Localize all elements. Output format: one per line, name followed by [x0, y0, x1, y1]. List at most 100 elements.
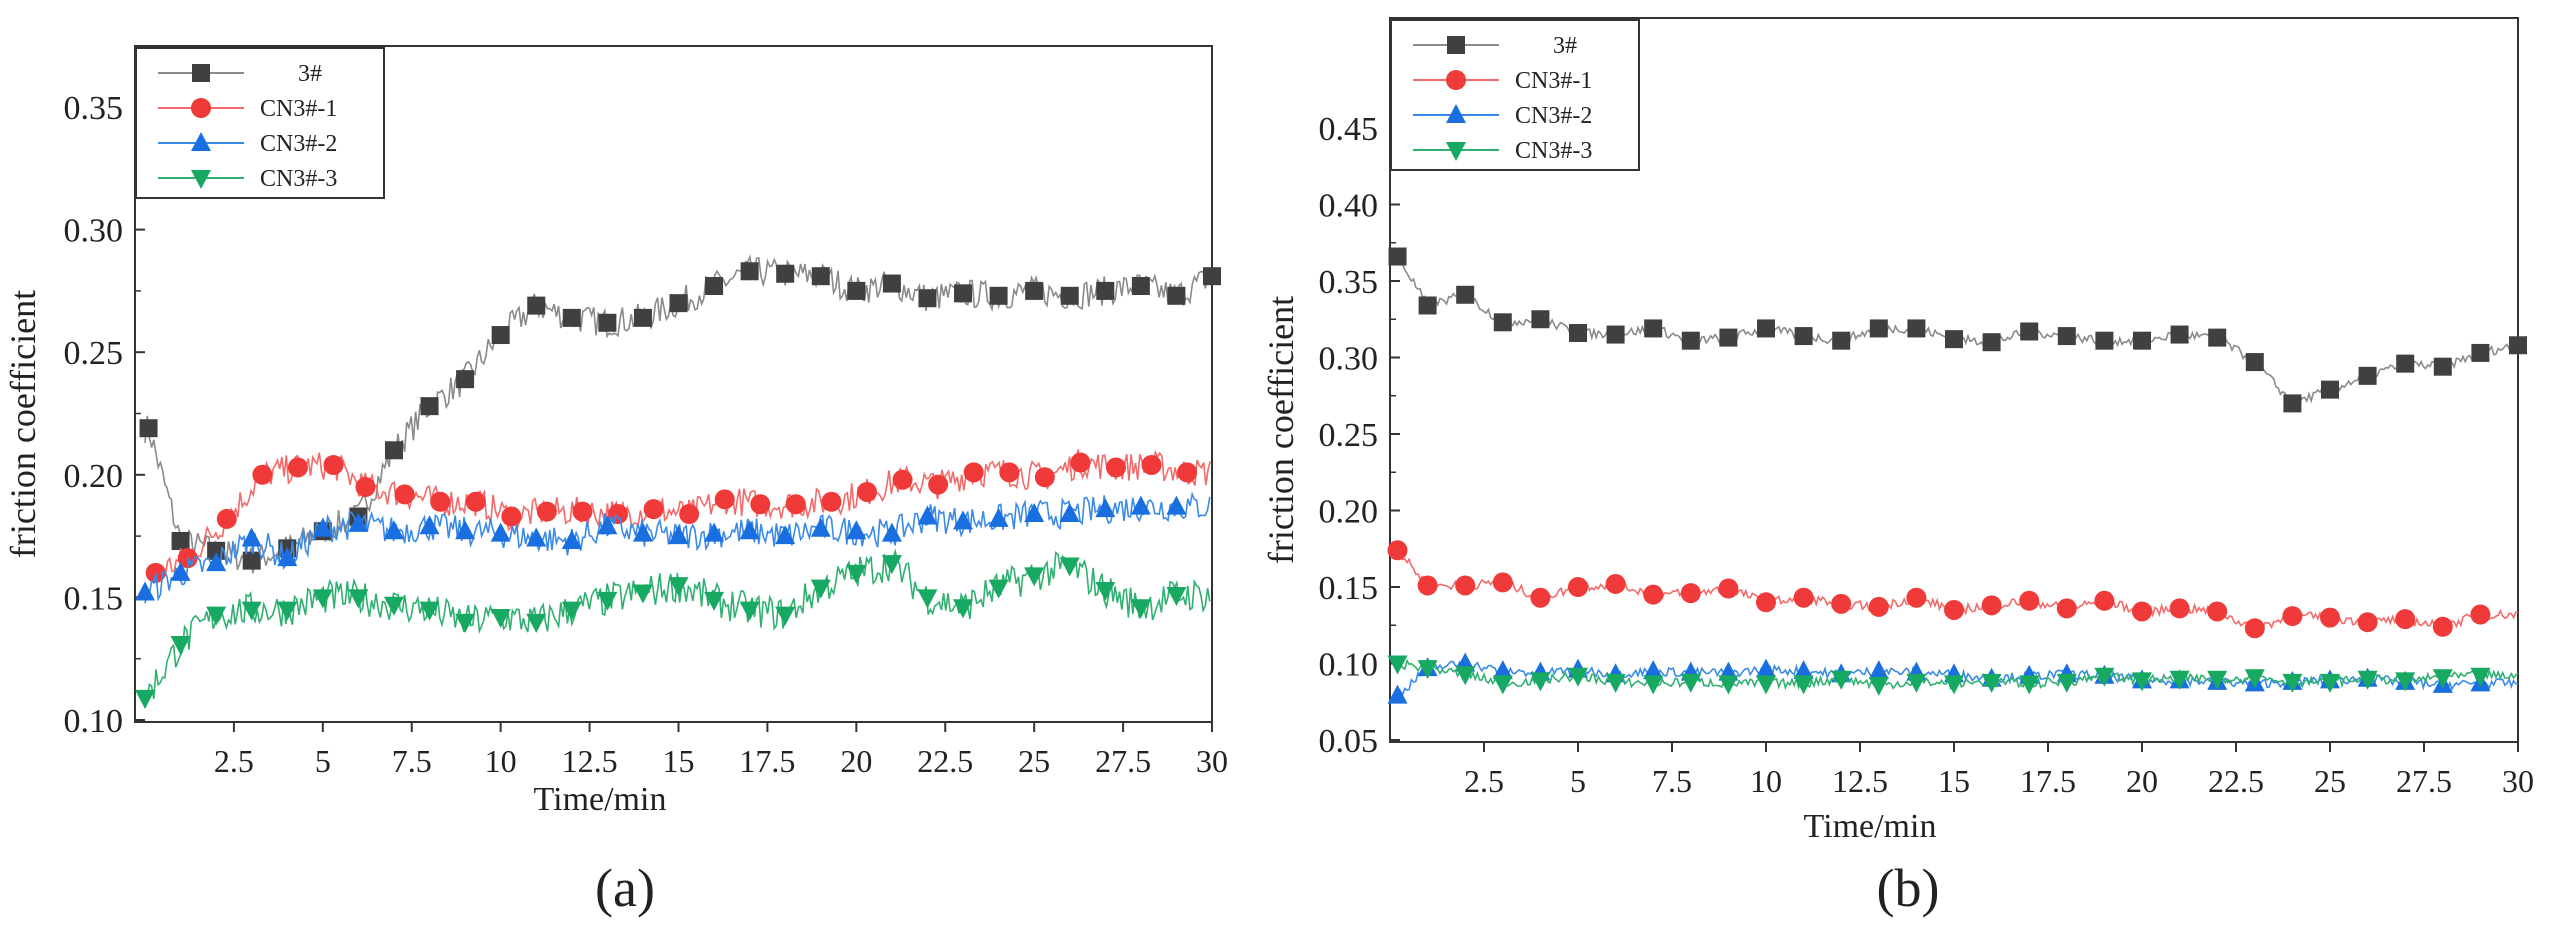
data-point-circle [572, 501, 593, 522]
x-tick-label: 22.5 [2208, 763, 2264, 799]
data-point-square [633, 308, 652, 327]
data-point-triangle-down [953, 599, 974, 619]
x-axis-label: Time/min [534, 781, 667, 818]
data-point-circle [1906, 587, 1927, 608]
x-tick-label: 20 [2126, 763, 2158, 799]
data-point-circle [1868, 596, 1889, 617]
data-point-square [882, 274, 901, 293]
data-point-triangle-up [1059, 503, 1080, 523]
data-point-circle [1831, 593, 1852, 614]
data-point-triangle-down [419, 601, 440, 621]
data-point-circle [2132, 601, 2152, 622]
legend-marker-triangle-up [1446, 104, 1466, 123]
data-point-circle [1643, 584, 1664, 605]
data-point-triangle-down [241, 601, 262, 621]
plot-frame [134, 45, 1213, 723]
data-point-triangle-up [846, 520, 867, 540]
data-point-circle [963, 462, 984, 483]
data-point-circle [750, 494, 771, 515]
data-point-triangle-down [917, 589, 938, 609]
y-tick-label: 0.10 [64, 703, 124, 740]
data-point-square [1531, 310, 1550, 329]
data-point-triangle-up [1387, 684, 1408, 704]
data-point-square [1869, 319, 1888, 338]
y-tick-label: 0.05 [1319, 723, 1379, 760]
data-point-square [139, 419, 158, 438]
data-point-triangle-down [1643, 675, 1664, 695]
legend-marker-triangle-down [191, 170, 211, 189]
data-point-triangle-down [1387, 655, 1408, 675]
legend-label: CN3#-1 [1515, 68, 1592, 94]
data-point-circle [2470, 604, 2491, 625]
data-point-triangle-down [1906, 673, 1927, 693]
data-point-square [1096, 281, 1115, 300]
data-point-square [705, 276, 724, 295]
data-point-circle [1605, 573, 1626, 594]
x-axis-label: Time/min [1804, 808, 1937, 845]
data-point-square [1418, 296, 1437, 315]
data-point-triangle-down [846, 564, 867, 584]
data-point-square [1644, 319, 1663, 338]
legend-marker-square [1447, 36, 1465, 54]
data-point-triangle-down [1568, 667, 1588, 687]
data-point-circle [643, 499, 664, 520]
data-point-triangle-down [881, 555, 902, 575]
series-cn3-2 [135, 491, 1211, 604]
data-point-square [1203, 267, 1221, 286]
data-point-square [2170, 325, 2189, 344]
data-point-triangle-up [206, 552, 227, 572]
y-tick-label: 0.45 [1319, 111, 1379, 148]
data-point-circle [1680, 583, 1701, 604]
data-point-triangle-up [526, 527, 547, 547]
data-point-triangle-down [2357, 670, 2378, 690]
data-point-triangle-up [135, 581, 155, 601]
data-point-triangle-down [1095, 582, 1116, 602]
series-line [144, 548, 1211, 709]
data-point-triangle-down [1059, 557, 1080, 577]
data-point-square [527, 296, 546, 315]
data-point-triangle-down [2282, 673, 2303, 693]
x-tick-label: 7.5 [1652, 763, 1692, 799]
data-point-circle [1034, 467, 1055, 488]
y-tick-label: 0.25 [1319, 417, 1379, 454]
data-point-square [1167, 286, 1186, 305]
x-tick-label: 30 [1196, 743, 1228, 779]
data-point-circle [1177, 462, 1198, 483]
data-point-square [1060, 286, 1079, 305]
y-tick-label: 0.20 [1319, 494, 1379, 531]
data-point-triangle-down [1831, 670, 1852, 690]
chart-panel-a: 0.10 0.15 0.20 0.25 0.30 0.35 2.5 5 7.5 10 12.5 15 1… [3, 45, 1228, 918]
data-point-square [2358, 366, 2377, 385]
data-point-square [1388, 247, 1407, 266]
data-point-triangle-up [241, 527, 262, 547]
data-point-triangle-down [312, 589, 333, 609]
legend-label: 3# [1553, 33, 1577, 59]
data-point-square [2095, 331, 2114, 350]
data-point-square [2321, 380, 2339, 399]
x-tick-label: 15 [663, 743, 695, 779]
x-tick-label: 17.5 [739, 743, 795, 779]
data-point-square [1493, 313, 1512, 332]
panel-label: (b) [1877, 858, 1940, 918]
data-point-square [847, 281, 866, 300]
data-point-triangle-up [561, 530, 582, 550]
data-point-triangle-down [1417, 660, 1438, 680]
data-point-circle [1141, 454, 1162, 475]
data-point-triangle-down [1981, 673, 2002, 693]
data-point-triangle-down [2432, 669, 2453, 689]
data-point-triangle-up [953, 510, 974, 530]
data-point-circle [679, 504, 700, 525]
y-tick-label: 0.15 [1319, 570, 1379, 607]
data-point-triangle-up [668, 525, 689, 545]
data-point-circle [857, 481, 878, 502]
data-point-triangle-down [277, 601, 298, 621]
data-point-circle [999, 462, 1020, 483]
data-point-square [989, 286, 1008, 305]
data-point-square [1681, 331, 1700, 350]
data-point-circle [1417, 575, 1438, 596]
data-point-triangle-up [419, 515, 440, 535]
data-point-circle [1387, 540, 1408, 561]
data-point-triangle-down [206, 606, 227, 626]
data-point-square [491, 326, 510, 345]
data-point-triangle-up [988, 507, 1009, 527]
